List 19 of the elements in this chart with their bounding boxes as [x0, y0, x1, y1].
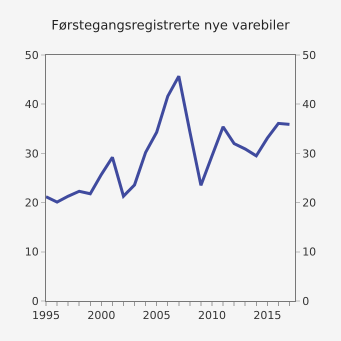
y-tick-label: 0 — [32, 294, 39, 308]
y-tick-label: 40 — [24, 98, 39, 112]
y2-tick-label: 0 — [302, 294, 310, 308]
y2-tick-label: 30 — [302, 147, 316, 160]
y-tick-label: 10 — [24, 246, 39, 259]
y2-tick-label: 10 — [302, 246, 316, 259]
chart-title: Førstegangsregistrerte nye varebiler — [51, 18, 290, 34]
x-tick-label: 1995 — [32, 309, 60, 322]
y2-tick-label: 40 — [302, 98, 316, 112]
y-tick-label: 30 — [24, 147, 39, 160]
y-tick-label: 50 — [24, 48, 39, 62]
line-series — [46, 74, 291, 204]
x-tick-label: 2000 — [87, 309, 116, 322]
y-tick-label: 20 — [24, 196, 39, 210]
x-tick-label: 2015 — [253, 309, 282, 322]
x-tick-label: 2005 — [142, 309, 171, 322]
y2-tick-label: 20 — [302, 196, 316, 210]
x-tick-label: 2010 — [198, 309, 226, 322]
y2-tick-label: 50 — [302, 48, 316, 62]
